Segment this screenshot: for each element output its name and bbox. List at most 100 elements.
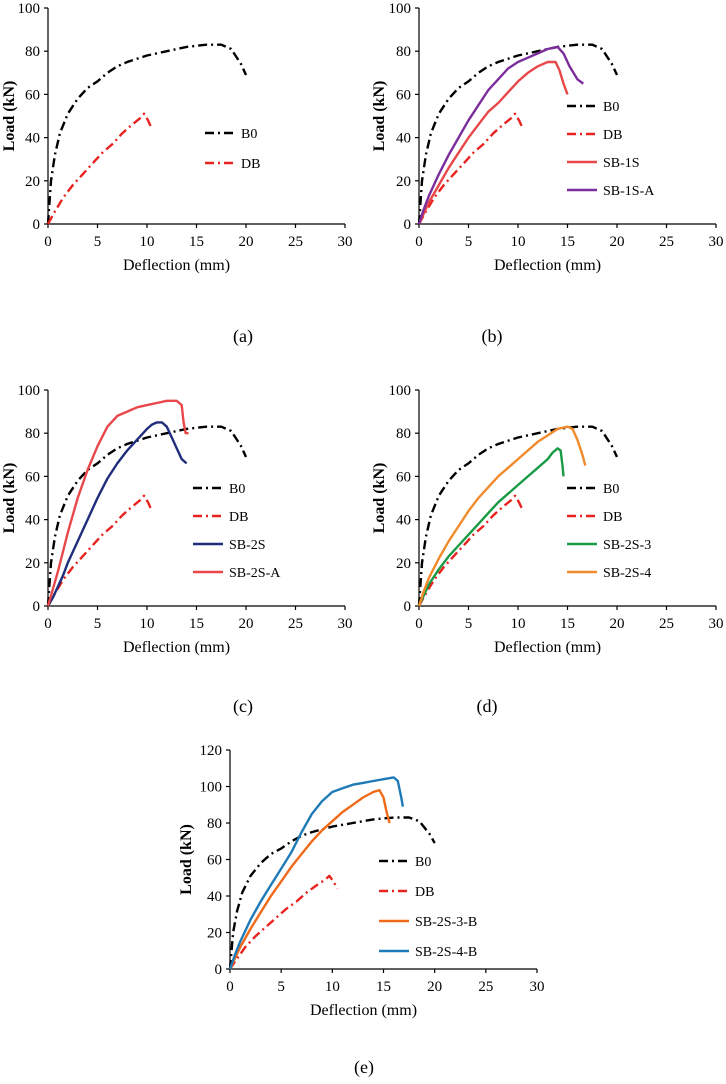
x-tick-label: 20 (610, 234, 625, 250)
y-tick-label: 0 (215, 962, 223, 978)
legend-label: DB (241, 157, 260, 172)
series-line-db (229, 874, 339, 970)
series-line-sb-2s-3 (417, 447, 565, 607)
x-tick-label: 20 (239, 616, 254, 632)
y-tick-label: 20 (396, 556, 411, 572)
y-tick-label: 20 (207, 926, 222, 942)
y-tick-label: 0 (404, 217, 412, 233)
y-tick-label: 100 (389, 1, 412, 17)
x-tick-label: 30 (530, 979, 545, 995)
panel-caption: (a) (233, 326, 253, 347)
x-tick-label: 30 (338, 616, 353, 632)
legend-label: SB-1S-A (603, 184, 655, 199)
x-tick-label: 25 (659, 234, 674, 250)
legend-label: DB (229, 510, 248, 525)
legend-label: B0 (241, 127, 257, 142)
series-line-sb-1s (417, 60, 569, 225)
y-tick-label: 40 (207, 889, 222, 905)
x-tick-label: 25 (288, 234, 303, 250)
x-tick-label: 0 (44, 234, 52, 250)
legend-label: B0 (229, 482, 245, 497)
panel-caption: (e) (354, 1057, 374, 1078)
x-tick-label: 5 (94, 234, 102, 250)
y-tick-label: 60 (396, 469, 411, 485)
legend-label: DB (415, 885, 434, 900)
series-line-b0 (46, 425, 248, 607)
series-line-db (417, 112, 525, 225)
series-line-sb-2s-4 (417, 425, 587, 607)
x-tick-label: 5 (277, 979, 285, 995)
x-tick-label: 15 (189, 234, 204, 250)
y-axis-label: Load (kN) (178, 824, 195, 895)
x-tick-label: 15 (189, 616, 204, 632)
series-line-db (417, 494, 525, 607)
legend-label: B0 (603, 100, 619, 115)
x-axis-label: Deflection (mm) (494, 639, 601, 656)
x-tick-label: 10 (140, 616, 155, 632)
x-tick-label: 10 (325, 979, 340, 995)
series-line-db (46, 494, 153, 607)
series-line-sb-2s-3-b (228, 788, 391, 970)
panel-e: 0 5 10 15 20 25 30 0 20 40 60 80 100 120 Deflection (m… (178, 743, 545, 1078)
x-tick-label: 30 (709, 616, 724, 632)
y-axis-label: Load (kN) (1, 81, 18, 152)
x-tick-label: 20 (610, 616, 625, 632)
legend-label: SB-1S (603, 156, 640, 171)
x-tick-label: 20 (239, 234, 254, 250)
x-axis-label: Deflection (mm) (494, 257, 601, 274)
legend-label: B0 (603, 482, 619, 497)
y-axis-label: Load (kN) (1, 463, 18, 534)
x-tick-label: 15 (376, 979, 391, 995)
y-axis-label: Load (kN) (371, 463, 388, 534)
y-tick-label: 100 (18, 383, 41, 399)
series-line-db (46, 112, 153, 225)
x-tick-label: 0 (415, 234, 423, 250)
series-line-b0 (46, 43, 248, 225)
series-line-b0 (228, 816, 436, 970)
series-line-b0 (417, 43, 619, 225)
y-tick-label: 120 (200, 743, 223, 759)
x-tick-label: 5 (94, 616, 102, 632)
x-tick-label: 30 (709, 234, 724, 250)
x-tick-label: 20 (427, 979, 442, 995)
legend-label: B0 (415, 855, 431, 870)
legend-label: DB (603, 128, 622, 143)
x-tick-label: 0 (415, 616, 423, 632)
x-tick-label: 10 (511, 234, 526, 250)
y-tick-label: 40 (396, 513, 411, 529)
panel-d: 0 5 10 15 20 25 30 0 20 40 60 80 100 Deflection (mm) L… (371, 383, 724, 717)
x-tick-label: 15 (560, 616, 575, 632)
x-tick-label: 15 (560, 234, 575, 250)
x-tick-label: 5 (465, 234, 473, 250)
x-axis-label: Deflection (mm) (123, 257, 230, 274)
legend-label: SB-2S-4 (603, 566, 651, 581)
y-tick-label: 20 (396, 174, 411, 190)
panel-caption: (c) (233, 696, 253, 717)
x-tick-label: 10 (140, 234, 155, 250)
y-tick-label: 40 (25, 513, 40, 529)
y-axis-label: Load (kN) (371, 81, 388, 152)
legend-label: SB-2S-A (229, 566, 281, 581)
x-tick-label: 30 (338, 234, 353, 250)
x-tick-label: 0 (44, 616, 52, 632)
panel-c: 0 5 10 15 20 25 30 0 20 40 60 80 100 Deflection (mm) L… (1, 383, 353, 717)
y-tick-label: 100 (18, 1, 41, 17)
y-tick-label: 60 (25, 87, 40, 103)
panel-caption: (b) (482, 326, 503, 347)
y-tick-label: 60 (207, 853, 222, 869)
y-tick-label: 100 (200, 780, 223, 796)
legend-label: SB-2S-3 (603, 538, 651, 553)
x-tick-label: 25 (659, 616, 674, 632)
x-axis-label: Deflection (mm) (310, 1002, 417, 1019)
x-axis-label: Deflection (mm) (123, 639, 230, 656)
y-tick-label: 0 (33, 599, 41, 615)
y-tick-label: 20 (25, 174, 40, 190)
legend-label: SB-2S (229, 538, 266, 553)
series-line-sb-2s-4-b (228, 776, 405, 970)
panel-b: 0 5 10 15 20 25 30 0 20 40 60 80 100 Deflection (mm) L… (371, 1, 724, 347)
y-tick-label: 0 (33, 217, 41, 233)
y-tick-label: 60 (396, 87, 411, 103)
x-tick-label: 25 (478, 979, 493, 995)
y-tick-label: 40 (25, 131, 40, 147)
